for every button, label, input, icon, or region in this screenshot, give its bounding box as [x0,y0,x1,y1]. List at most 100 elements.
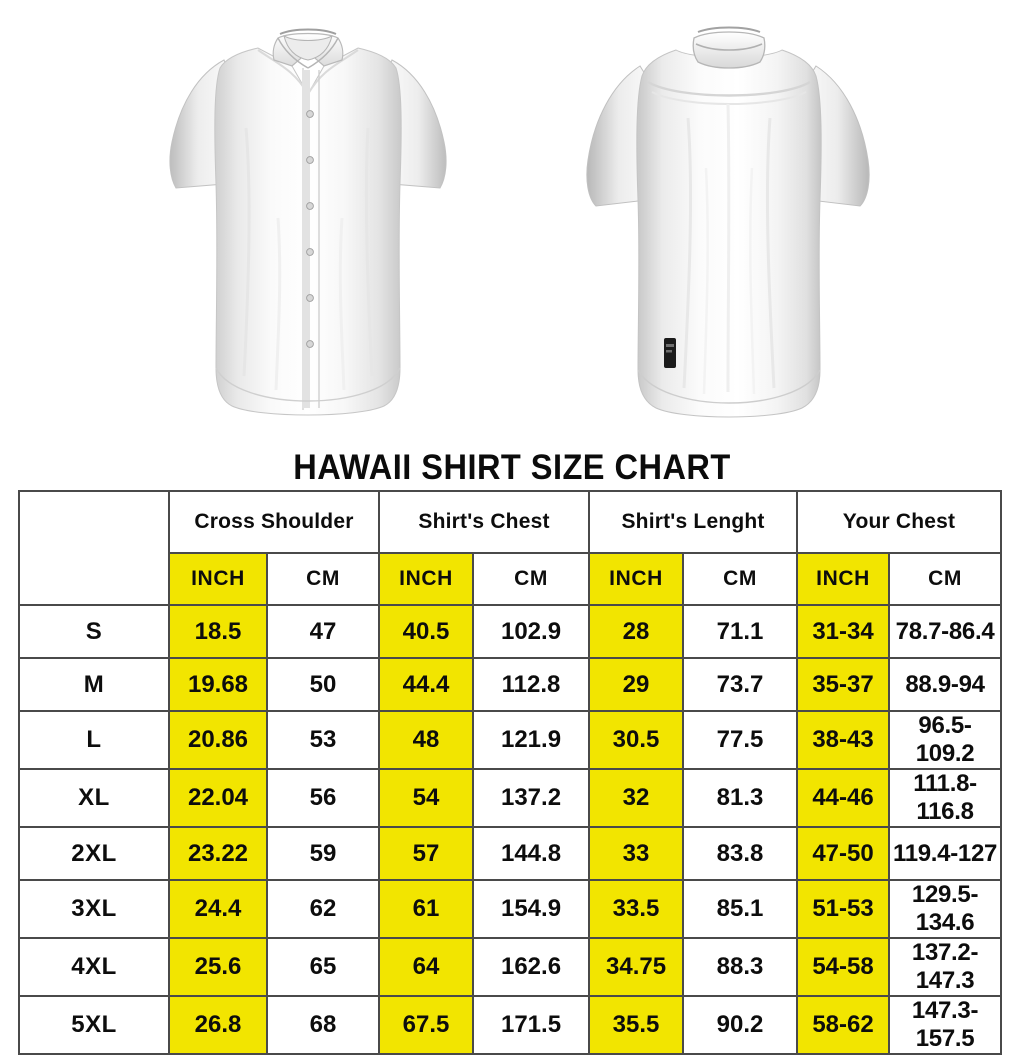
size-chart-table-wrapper: Cross Shoulder Shirt's Chest Shirt's Len… [18,490,1003,1055]
cell-inch-1: 64 [378,937,475,997]
cell-inch-1: 40.5 [378,604,475,659]
cell-cm-2: 73.7 [682,657,799,712]
unit-header-cm-shirts-chest: CM [472,552,591,606]
cell-cm-2: 85.1 [682,879,799,939]
size-label-cell: XL [18,768,170,828]
cell-cm-0: 53 [265,710,381,770]
shirt-back-view [548,8,908,440]
cell-cm-3: 147.3-157.5 [888,995,1003,1055]
cell-inch-0: 26.8 [168,995,268,1055]
cell-inch-0: 23.22 [168,826,268,881]
unit-header-inch-cross-shoulder: INCH [168,552,268,606]
cell-inch-1: 48 [378,710,475,770]
cell-cm-3: 88.9-94 [888,657,1003,712]
cell-inch-0: 25.6 [168,937,268,997]
cell-inch-2: 30.5 [588,710,685,770]
cell-cm-1: 154.9 [472,879,591,939]
cell-cm-0: 47 [265,604,381,659]
cell-inch-0: 19.68 [168,657,268,712]
cell-inch-1: 54 [378,768,475,828]
cell-cm-0: 59 [265,826,381,881]
cell-inch-3: 51-53 [796,879,891,939]
size-label-cell: S [18,604,170,659]
cell-cm-2: 83.8 [682,826,799,881]
cell-inch-2: 35.5 [588,995,685,1055]
cell-cm-0: 68 [265,995,381,1055]
unit-header-row: INCH CM INCH CM INCH CM INCH CM [19,552,1003,606]
hem-label-tag [664,338,676,368]
cell-cm-1: 162.6 [472,937,591,997]
cell-inch-1: 57 [378,826,475,881]
cell-inch-2: 34.75 [588,937,685,997]
cell-cm-0: 62 [265,879,381,939]
size-label-cell: 4XL [18,937,170,997]
table-row: M 19.68 50 44.4 112.8 29 73.7 35-37 88.9-94 [18,657,1003,712]
size-label-cell: M [18,657,170,712]
cell-inch-1: 61 [378,879,475,939]
table-row: XL 22.04 56 54 137.2 32 81.3 44-46 111.8-116.8 [18,768,1003,828]
cell-cm-3: 129.5-134.6 [888,879,1003,939]
cell-inch-0: 20.86 [168,710,268,770]
cell-inch-2: 32 [588,768,685,828]
cell-cm-0: 65 [265,937,381,997]
group-header-shirts-lenght: Shirt's Lenght [588,490,799,554]
size-label-cell: 5XL [18,995,170,1055]
cell-inch-0: 24.4 [168,879,268,939]
cell-cm-1: 144.8 [472,826,591,881]
unit-header-inch-shirts-lenght: INCH [588,552,685,606]
cell-cm-3: 78.7-86.4 [888,604,1003,659]
cell-inch-3: 35-37 [796,657,891,712]
cell-cm-1: 102.9 [472,604,591,659]
cell-cm-2: 77.5 [682,710,799,770]
size-chart-table: Cross Shoulder Shirt's Chest Shirt's Len… [18,490,1003,1055]
table-row: L 20.86 53 48 121.9 30.5 77.5 38-43 96.5-109.2 [18,710,1003,770]
shirt-illustrations [0,0,1024,448]
cell-cm-1: 171.5 [472,995,591,1055]
cell-inch-1: 44.4 [378,657,475,712]
table-row: S 18.5 47 40.5 102.9 28 71.1 31-34 78.7-86.4 [18,604,1003,659]
unit-header-cm-shirts-lenght: CM [682,552,799,606]
unit-header-inch-shirts-chest: INCH [378,552,475,606]
unit-header-cm-cross-shoulder: CM [265,552,381,606]
cell-inch-2: 28 [588,604,685,659]
shirt-front-view [128,8,488,440]
unit-header-cm-your-chest: CM [888,552,1003,606]
cell-cm-3: 96.5-109.2 [888,710,1003,770]
cell-inch-1: 67.5 [378,995,475,1055]
cell-cm-1: 121.9 [472,710,591,770]
unit-header-inch-your-chest: INCH [796,552,891,606]
cell-cm-1: 112.8 [472,657,591,712]
cell-inch-3: 58-62 [796,995,891,1055]
cell-inch-3: 31-34 [796,604,891,659]
size-chart-body: S 18.5 47 40.5 102.9 28 71.1 31-34 78.7-86.4 M 19.… [18,604,1003,1055]
table-row: 2XL 23.22 59 57 144.8 33 83.8 47-50 119.4-127 [18,826,1003,881]
cell-cm-3: 111.8-116.8 [888,768,1003,828]
cell-inch-3: 44-46 [796,768,891,828]
cell-cm-1: 137.2 [472,768,591,828]
table-corner-cell [18,490,170,606]
cell-inch-2: 29 [588,657,685,712]
group-header-shirts-chest: Shirt's Chest [378,490,591,554]
cell-inch-2: 33 [588,826,685,881]
cell-cm-2: 71.1 [682,604,799,659]
cell-cm-3: 119.4-127 [888,826,1003,881]
table-row: 5XL 26.8 68 67.5 171.5 35.5 90.2 58-62 147.3-157… [18,995,1003,1055]
size-label-cell: 2XL [18,826,170,881]
cell-inch-0: 18.5 [168,604,268,659]
table-row: 4XL 25.6 65 64 162.6 34.75 88.3 54-58 137.2-147.… [18,937,1003,997]
cell-inch-3: 47-50 [796,826,891,881]
size-label-cell: 3XL [18,879,170,939]
cell-inch-3: 54-58 [796,937,891,997]
cell-cm-0: 50 [265,657,381,712]
cell-inch-3: 38-43 [796,710,891,770]
cell-inch-0: 22.04 [168,768,268,828]
cell-cm-0: 56 [265,768,381,828]
size-label-cell: L [18,710,170,770]
table-row: 3XL 24.4 62 61 154.9 33.5 85.1 51-53 129.5-134.6 [18,879,1003,939]
measurement-group-header-row: Cross Shoulder Shirt's Chest Shirt's Len… [18,490,1003,606]
cell-cm-3: 137.2-147.3 [888,937,1003,997]
cell-cm-2: 90.2 [682,995,799,1055]
group-header-cross-shoulder: Cross Shoulder [167,490,381,554]
group-header-your-chest: Your Chest [796,490,1003,554]
